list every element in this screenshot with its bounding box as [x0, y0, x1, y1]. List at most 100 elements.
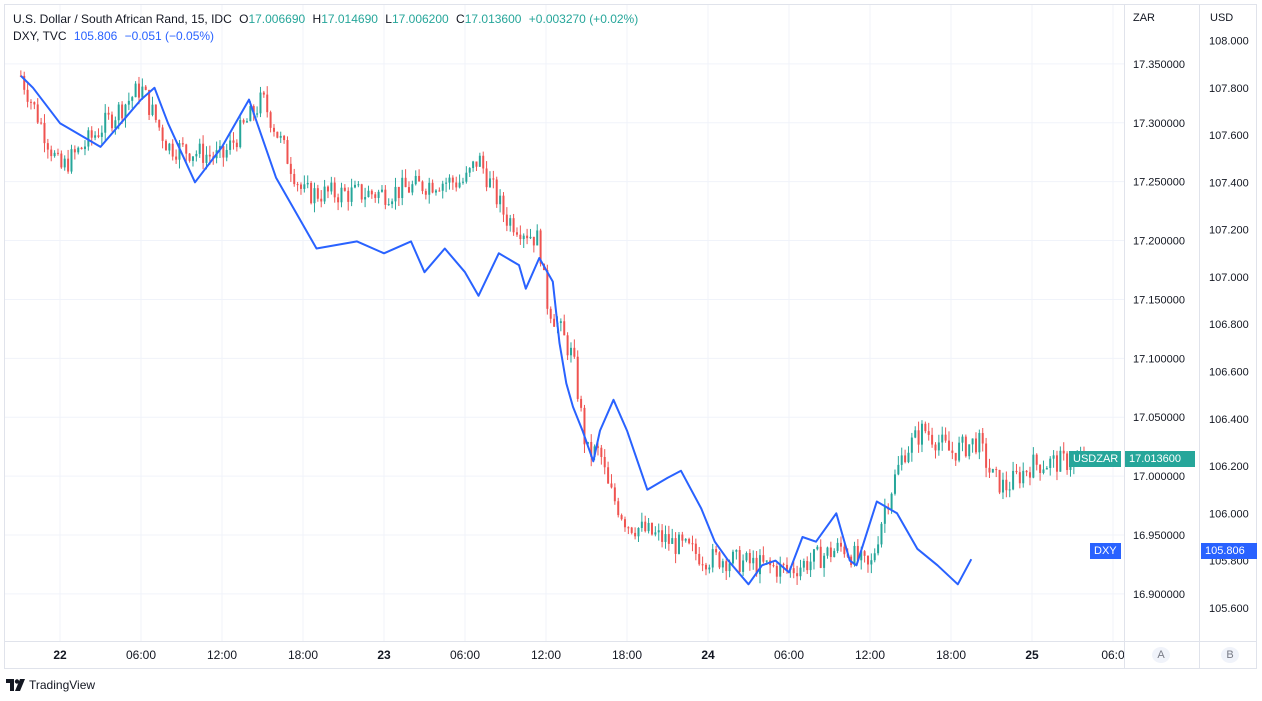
candle [235, 139, 238, 152]
candle [1035, 453, 1038, 471]
candle [465, 166, 468, 184]
candle [242, 118, 245, 125]
candle [340, 182, 343, 208]
time-axis-label: 12:00 [531, 648, 561, 662]
candle [350, 178, 353, 207]
candle [360, 183, 363, 203]
candle [229, 133, 232, 155]
candle [364, 187, 367, 208]
candle [968, 444, 971, 460]
close-label: C [456, 12, 465, 26]
candle [748, 549, 751, 571]
candle [46, 138, 49, 159]
candle [411, 180, 414, 196]
time-axis-label: 06:00 [774, 648, 804, 662]
candle [505, 207, 508, 232]
main-series-title: U.S. Dollar / South African Rand, 15, ID… [13, 12, 232, 26]
candle [947, 431, 950, 451]
candle [222, 145, 225, 167]
candle [202, 135, 205, 170]
candle [883, 498, 886, 533]
candle [698, 547, 701, 566]
candle [299, 182, 302, 195]
candle [569, 342, 572, 363]
candle [141, 78, 144, 100]
candle [613, 483, 616, 505]
candle [843, 544, 846, 558]
candle [1005, 471, 1008, 498]
candle [839, 536, 842, 552]
candle [603, 449, 606, 475]
candle [792, 561, 795, 579]
b-scale-button[interactable]: B [1221, 647, 1239, 663]
candle [853, 541, 856, 567]
candle [458, 174, 461, 189]
candle [772, 562, 775, 568]
candle [124, 103, 127, 128]
usd-tick-label: 107.200 [1209, 225, 1249, 237]
candle [313, 182, 316, 213]
candle [418, 169, 421, 182]
tradingview-branding[interactable]: TradingView [6, 678, 95, 692]
candle [121, 101, 124, 124]
candle [971, 438, 974, 453]
candle [77, 146, 80, 155]
candle [1062, 442, 1065, 461]
candle [347, 187, 350, 211]
candle [114, 116, 117, 135]
time-axis-label: 24 [701, 648, 715, 662]
low-label: L [385, 12, 392, 26]
candle [931, 427, 934, 448]
candle [137, 76, 140, 105]
candle [650, 522, 653, 536]
candle [576, 350, 579, 402]
candle [50, 145, 53, 162]
candle [188, 152, 191, 163]
candle [1018, 466, 1021, 489]
candle [56, 148, 59, 156]
zar-tick-label: 17.250000 [1133, 177, 1185, 189]
candle [617, 497, 620, 518]
candle [549, 306, 552, 324]
candle [472, 160, 475, 172]
candle [742, 554, 745, 576]
candle [80, 146, 83, 150]
chart-frame [4, 4, 1257, 669]
candle [802, 558, 805, 572]
candle [495, 176, 498, 208]
candle [168, 142, 171, 155]
zar-tick-label: 17.300000 [1133, 118, 1185, 130]
time-axis-label: 18:00 [612, 648, 642, 662]
candle [23, 71, 26, 95]
candle [674, 532, 677, 564]
candle [836, 538, 839, 554]
candle [110, 111, 113, 132]
time-axis-label: 12:00 [207, 648, 237, 662]
candle [306, 175, 309, 189]
candle [657, 523, 660, 541]
candle [904, 449, 907, 464]
close-value: 17.013600 [464, 12, 522, 26]
candle [978, 429, 981, 460]
candle [391, 198, 394, 209]
candle [799, 559, 802, 581]
candle [718, 551, 721, 570]
candle [198, 138, 201, 158]
candle [522, 233, 525, 248]
dxy-change: −0.051 (−0.05%) [124, 29, 215, 43]
candle [877, 536, 880, 556]
dxy-value: 105.806 [73, 29, 118, 43]
candle [964, 434, 967, 458]
tradingview-text: TradingView [29, 678, 96, 692]
candle [83, 140, 86, 156]
auto-scale-button[interactable]: A [1152, 647, 1170, 663]
candle [107, 106, 110, 120]
candle [151, 96, 154, 117]
candle [927, 422, 930, 441]
candle [337, 193, 340, 211]
candle [488, 171, 491, 188]
candle [185, 143, 188, 162]
candle [1049, 456, 1052, 476]
candle [974, 432, 977, 455]
